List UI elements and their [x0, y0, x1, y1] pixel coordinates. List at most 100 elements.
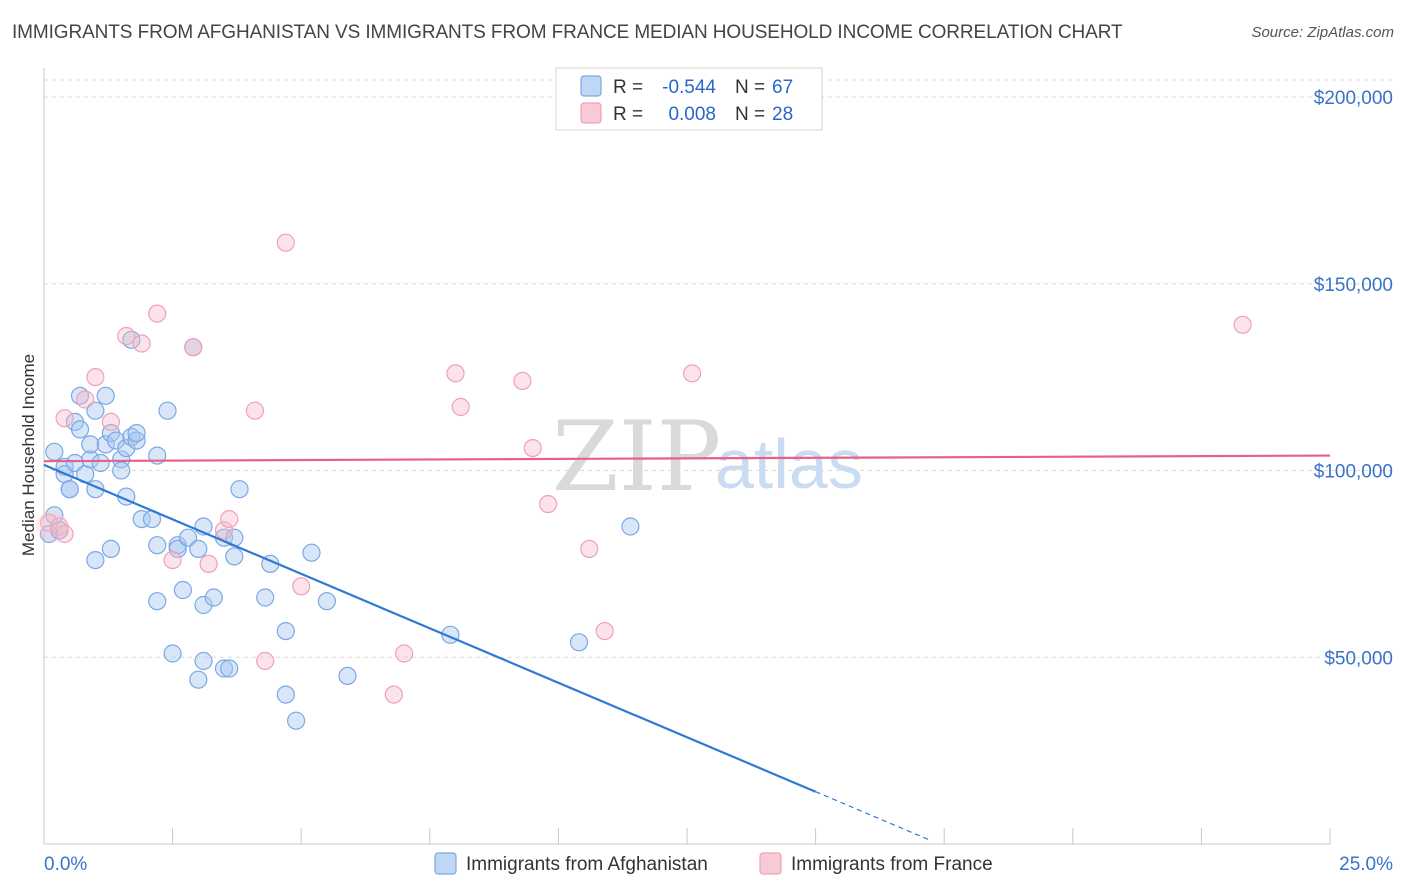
axes: [43, 68, 1331, 845]
afghanistan-point: [194, 595, 213, 615]
y-tick-label: $150,000: [1314, 275, 1393, 296]
france-point: [595, 621, 614, 641]
france-point: [199, 554, 218, 574]
x-tick-label: 0.0%: [44, 854, 87, 875]
afghanistan-point: [163, 644, 182, 663]
afghanistan-point: [81, 435, 100, 454]
france-point: [76, 390, 95, 409]
series-legend-swatch-france: [759, 852, 782, 875]
afghanistan-point: [168, 539, 187, 559]
afghanistan-trend-line: [43, 463, 817, 793]
afghanistan-point: [230, 480, 249, 499]
legend-swatch-afghanistan: [580, 75, 602, 97]
afghanistan-point: [148, 592, 167, 611]
afghanistan-point: [117, 439, 136, 458]
afghanistan-point: [338, 666, 357, 686]
y-axis-label: Median Household Income: [19, 354, 38, 556]
afghanistan-point: [276, 621, 295, 641]
afghanistan-point: [189, 670, 208, 689]
gridlines: [44, 79, 1393, 658]
france-point: [55, 409, 74, 428]
afghanistan-point: [276, 685, 295, 704]
afghanistan-trend-extension: [815, 791, 930, 841]
afghanistan-point: [81, 450, 100, 469]
afghanistan-point: [96, 386, 115, 405]
afghanistan-point: [86, 401, 105, 420]
france-point: [55, 524, 74, 544]
france-point: [132, 334, 151, 353]
afghanistan-point: [173, 580, 192, 600]
france-point: [101, 412, 121, 431]
france-point: [384, 685, 403, 704]
afghanistan-point: [220, 659, 239, 678]
france-point: [184, 338, 203, 357]
france-point: [163, 550, 182, 570]
afghanistan-point: [621, 517, 640, 536]
afghanistan-point: [178, 528, 198, 547]
france-point: [256, 651, 275, 671]
afghanistan-point: [45, 442, 64, 461]
afghanistan-point: [60, 480, 79, 499]
legend-n-value-france: 28: [772, 104, 793, 125]
watermark: ZIP atlas: [552, 401, 863, 513]
france-point: [538, 495, 558, 514]
france-point: [39, 513, 59, 532]
france-point: [523, 439, 542, 458]
france-point: [292, 577, 311, 596]
y-tick-label: $100,000: [1314, 462, 1393, 483]
france-point: [580, 539, 599, 559]
afghanistan-point: [317, 592, 336, 611]
afghanistan-point: [189, 539, 208, 559]
trend-lines: [43, 454, 1331, 841]
france-point: [682, 364, 702, 383]
series-legend-label-afghanistan: Immigrants from Afghanistan: [466, 854, 708, 875]
x-tick-labels: 0.0% 25.0%: [44, 854, 1393, 875]
france-point: [214, 521, 234, 540]
afghanistan-point: [127, 424, 146, 443]
y-tick-label: $200,000: [1314, 88, 1393, 109]
afghanistan-point: [91, 453, 110, 473]
afghanistan-point: [112, 461, 131, 480]
legend-r-label-france: R =: [613, 104, 643, 125]
x-tick-label: 25.0%: [1339, 854, 1393, 875]
france-point: [451, 397, 470, 417]
france-point: [245, 401, 264, 420]
afghanistan-point: [214, 659, 234, 678]
france-point: [446, 364, 465, 383]
watermark-zip: ZIP: [552, 401, 721, 513]
afghanistan-point: [65, 453, 85, 473]
series-legend-label-france: Immigrants from France: [791, 854, 993, 875]
stats-legend: R = -0.544 N = 67 R = 0.008 N = 28: [555, 67, 823, 131]
afghanistan-point: [148, 536, 167, 555]
france-point: [220, 509, 239, 529]
data-points: [35, 233, 1252, 730]
afghanistan-point: [302, 543, 321, 562]
legend-n-label-afghanistan: N =: [735, 77, 765, 98]
legend-r-value-france: 0.008: [668, 104, 716, 125]
legend-swatch-france: [580, 102, 602, 124]
france-point: [1233, 315, 1252, 334]
france-point: [86, 368, 105, 387]
afghanistan-point: [132, 509, 151, 529]
legend-r-label-afghanistan: R =: [613, 77, 643, 98]
legend-n-label-france: N =: [735, 104, 765, 125]
series-legend: Immigrants from Afghanistan Immigrants f…: [434, 852, 993, 875]
afghanistan-point: [70, 420, 90, 439]
chart-title: IMMIGRANTS FROM AFGHANISTAN VS IMMIGRANT…: [12, 22, 1123, 43]
series-legend-swatch-afghanistan: [434, 852, 457, 875]
afghanistan-point: [101, 539, 121, 559]
afghanistan-point: [225, 547, 244, 566]
afghanistan-point: [256, 588, 275, 607]
france-point: [148, 304, 167, 323]
afghanistan-point: [287, 711, 306, 730]
afghanistan-point: [96, 435, 115, 454]
france-point: [35, 510, 68, 543]
afghanistan-point: [204, 588, 223, 607]
legend-r-value-afghanistan: -0.544: [662, 77, 716, 98]
afghanistan-point: [127, 431, 146, 450]
y-tick-label: $50,000: [1324, 648, 1393, 669]
afghanistan-point: [158, 401, 177, 420]
france-point: [276, 233, 295, 252]
afghanistan-point: [569, 633, 589, 652]
